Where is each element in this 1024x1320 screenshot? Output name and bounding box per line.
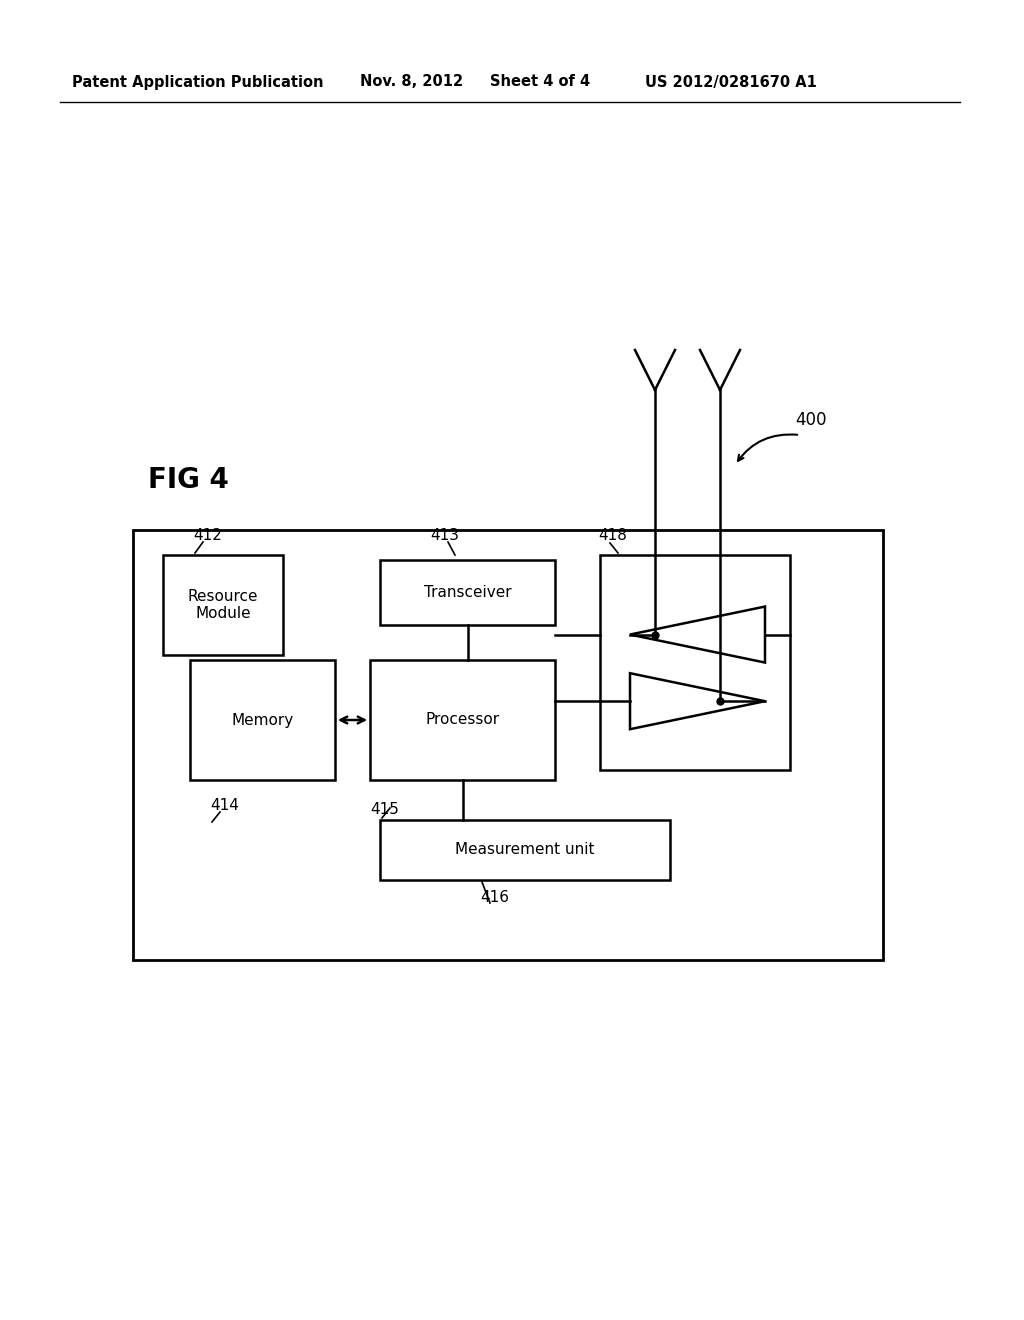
Text: 415: 415 [370,803,399,817]
Bar [163,554,283,655]
Text: US 2012/0281670 A1: US 2012/0281670 A1 [645,74,817,90]
Text: 418: 418 [598,528,627,544]
Text: Sheet 4 of 4: Sheet 4 of 4 [490,74,590,90]
Text: 414: 414 [210,797,239,813]
Text: Nov. 8, 2012: Nov. 8, 2012 [360,74,463,90]
Bar [190,660,335,780]
Text: FIG 4: FIG 4 [148,466,229,494]
Text: 412: 412 [193,528,222,543]
Bar [370,660,555,780]
Bar [380,820,670,880]
Text: Memory: Memory [231,713,294,727]
Text: 413: 413 [430,528,459,543]
Text: 400: 400 [795,411,826,429]
Bar [380,560,555,624]
Bar [133,531,883,960]
Text: Resource
Module: Resource Module [187,589,258,622]
Text: Patent Application Publication: Patent Application Publication [72,74,324,90]
Bar [600,554,790,770]
Text: Transceiver: Transceiver [424,585,511,601]
Text: 416: 416 [480,890,509,904]
Text: Processor: Processor [425,713,500,727]
Text: Measurement unit: Measurement unit [456,842,595,858]
